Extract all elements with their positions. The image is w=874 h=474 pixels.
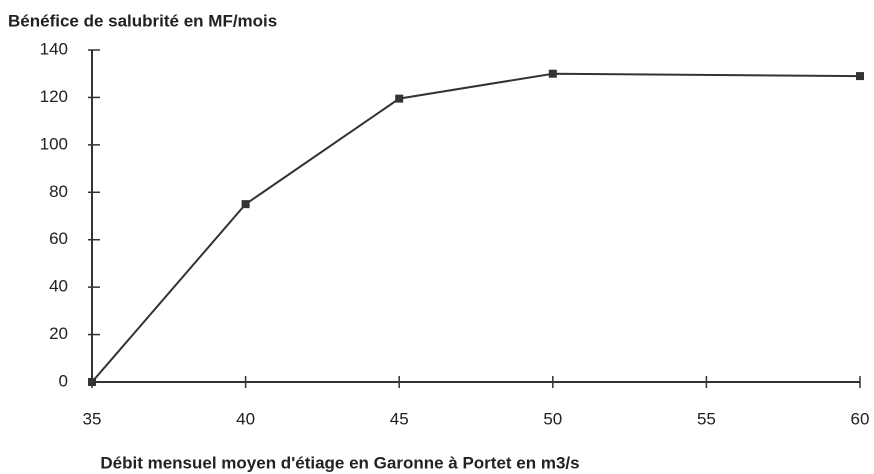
marker [241, 200, 250, 209]
x-tick-label: 35 [83, 409, 102, 428]
marker [88, 378, 96, 386]
y-tick-label: 140 [40, 39, 68, 58]
x-tick-label: 45 [390, 409, 409, 428]
x-tick-label: 40 [236, 409, 255, 428]
marker [548, 69, 557, 78]
y-tick-label: 20 [49, 324, 68, 343]
marker [395, 94, 404, 103]
x-tick-label: 60 [851, 409, 870, 428]
y-tick-label: 120 [40, 87, 68, 106]
y-tick-label: 60 [49, 229, 68, 248]
y-tick-label: 80 [49, 182, 68, 201]
x-axis-label: Débit mensuel moyen d'étiage en Garonne … [100, 453, 579, 472]
x-tick-label: 50 [543, 409, 562, 428]
chart-title: Bénéfice de salubrité en MF/mois [8, 11, 277, 30]
line [91, 72, 861, 383]
y-tick-label: 40 [49, 277, 68, 296]
y-tick-label: 0 [59, 371, 68, 390]
x-tick-label: 55 [697, 409, 716, 428]
marker [856, 72, 864, 81]
y-tick-label: 100 [40, 134, 68, 153]
